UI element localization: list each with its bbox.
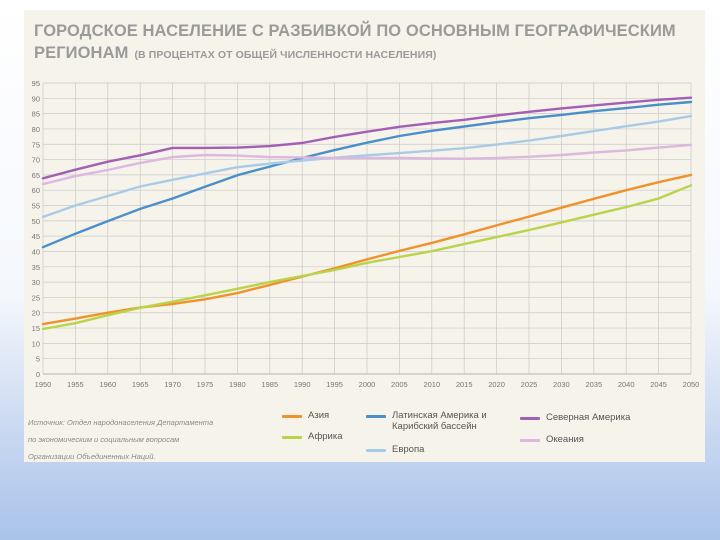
legend-label-latin-america-line-1: Латинская Америка и: [392, 410, 487, 421]
legend-swatch-oceania: [520, 439, 540, 442]
x-tick-label: 1965: [132, 380, 149, 389]
x-tick-label: 1955: [67, 380, 84, 389]
y-tick-label: 35: [32, 263, 40, 272]
title-line-2: РЕГИОНАМ: [34, 44, 129, 62]
legend-label-europe: Европа: [392, 444, 425, 455]
legend-label-oceania: Океания: [546, 434, 584, 445]
y-tick-label: 45: [32, 232, 40, 241]
y-tick-label: 80: [32, 125, 40, 134]
y-tick-label: 95: [32, 79, 40, 88]
source-line-3: Организации Объединенных Наций.: [28, 452, 156, 461]
series-line-north-america: [41, 96, 693, 180]
x-tick-label: 2025: [521, 380, 538, 389]
series-line-africa: [41, 184, 693, 331]
y-tick-label: 60: [32, 186, 40, 195]
x-tick-label: 1990: [294, 380, 311, 389]
x-tick-label: 1970: [164, 380, 181, 389]
x-tick-label: 2010: [423, 380, 440, 389]
x-tick-label: 1960: [99, 380, 116, 389]
source-line-1: Источник: Отдел народонаселения Департам…: [28, 418, 214, 427]
y-tick-label: 20: [32, 309, 40, 318]
y-tick-label: 55: [32, 202, 40, 211]
x-tick-label: 2045: [650, 380, 667, 389]
x-tick-label: 1980: [229, 380, 246, 389]
x-tick-label: 1985: [261, 380, 278, 389]
y-tick-label: 10: [32, 339, 40, 348]
x-tick-label: 1995: [326, 380, 343, 389]
y-tick-label: 85: [32, 110, 40, 119]
urban-population-line-chart: 0510152025303540455055606570758085909519…: [32, 79, 700, 389]
legend-label-latin-america-line-2: Карибский бассейн: [392, 421, 477, 432]
source-line-2: по экономическим и социальным вопросам: [28, 435, 180, 444]
series-line-europe: [41, 114, 693, 219]
y-tick-label: 15: [32, 324, 40, 333]
y-tick-label: 90: [32, 94, 40, 103]
x-tick-label: 2000: [359, 380, 376, 389]
x-tick-label: 1950: [35, 380, 52, 389]
y-tick-label: 5: [36, 355, 40, 364]
x-tick-label: 2050: [683, 380, 700, 389]
y-tick-label: 30: [32, 278, 40, 287]
legend-swatch-asia: [282, 415, 302, 418]
y-tick-label: 25: [32, 293, 40, 302]
x-tick-label: 2035: [585, 380, 602, 389]
legend-label-latin-america: Латинская Америка и Карибский бассейн: [392, 410, 487, 432]
x-tick-label: 2015: [456, 380, 473, 389]
x-tick-label: 1975: [197, 380, 214, 389]
series-line-latin-america: [41, 100, 693, 249]
source-note: Источник: Отдел народонаселения Департам…: [28, 414, 278, 465]
x-tick-label: 2020: [488, 380, 505, 389]
legend-swatch-north-america: [520, 417, 540, 420]
x-tick-label: 2040: [618, 380, 635, 389]
y-tick-label: 50: [32, 217, 40, 226]
x-tick-label: 2030: [553, 380, 570, 389]
chart-panel: ГОРОДСКОЕ НАСЕЛЕНИЕ С РАЗБИВКОЙ ПО ОСНОВ…: [24, 10, 705, 462]
legend-swatch-africa: [282, 436, 302, 439]
legend-swatch-latin-america: [366, 415, 386, 418]
legend-label-north-america: Северная Америка: [546, 412, 631, 423]
y-tick-label: 0: [36, 370, 40, 379]
series-line-oceania: [41, 143, 693, 186]
legend-label-asia: Азия: [308, 410, 330, 421]
y-tick-label: 40: [32, 247, 40, 256]
title-line-1: ГОРОДСКОЕ НАСЕЛЕНИЕ С РАЗБИВКОЙ ПО ОСНОВ…: [34, 22, 676, 40]
y-tick-label: 65: [32, 171, 40, 180]
y-tick-label: 75: [32, 140, 40, 149]
legend-swatch-europe: [366, 449, 386, 452]
y-tick-label: 70: [32, 156, 40, 165]
x-tick-label: 2005: [391, 380, 408, 389]
legend-label-africa: Африка: [308, 431, 343, 442]
chart-subtitle: (В ПРОЦЕНТАХ ОТ ОБЩЕЙ ЧИСЛЕННОСТИ НАСЕЛЕ…: [134, 49, 437, 61]
chart-title: ГОРОДСКОЕ НАСЕЛЕНИЕ С РАЗБИВКОЙ ПО ОСНОВ…: [34, 20, 694, 66]
